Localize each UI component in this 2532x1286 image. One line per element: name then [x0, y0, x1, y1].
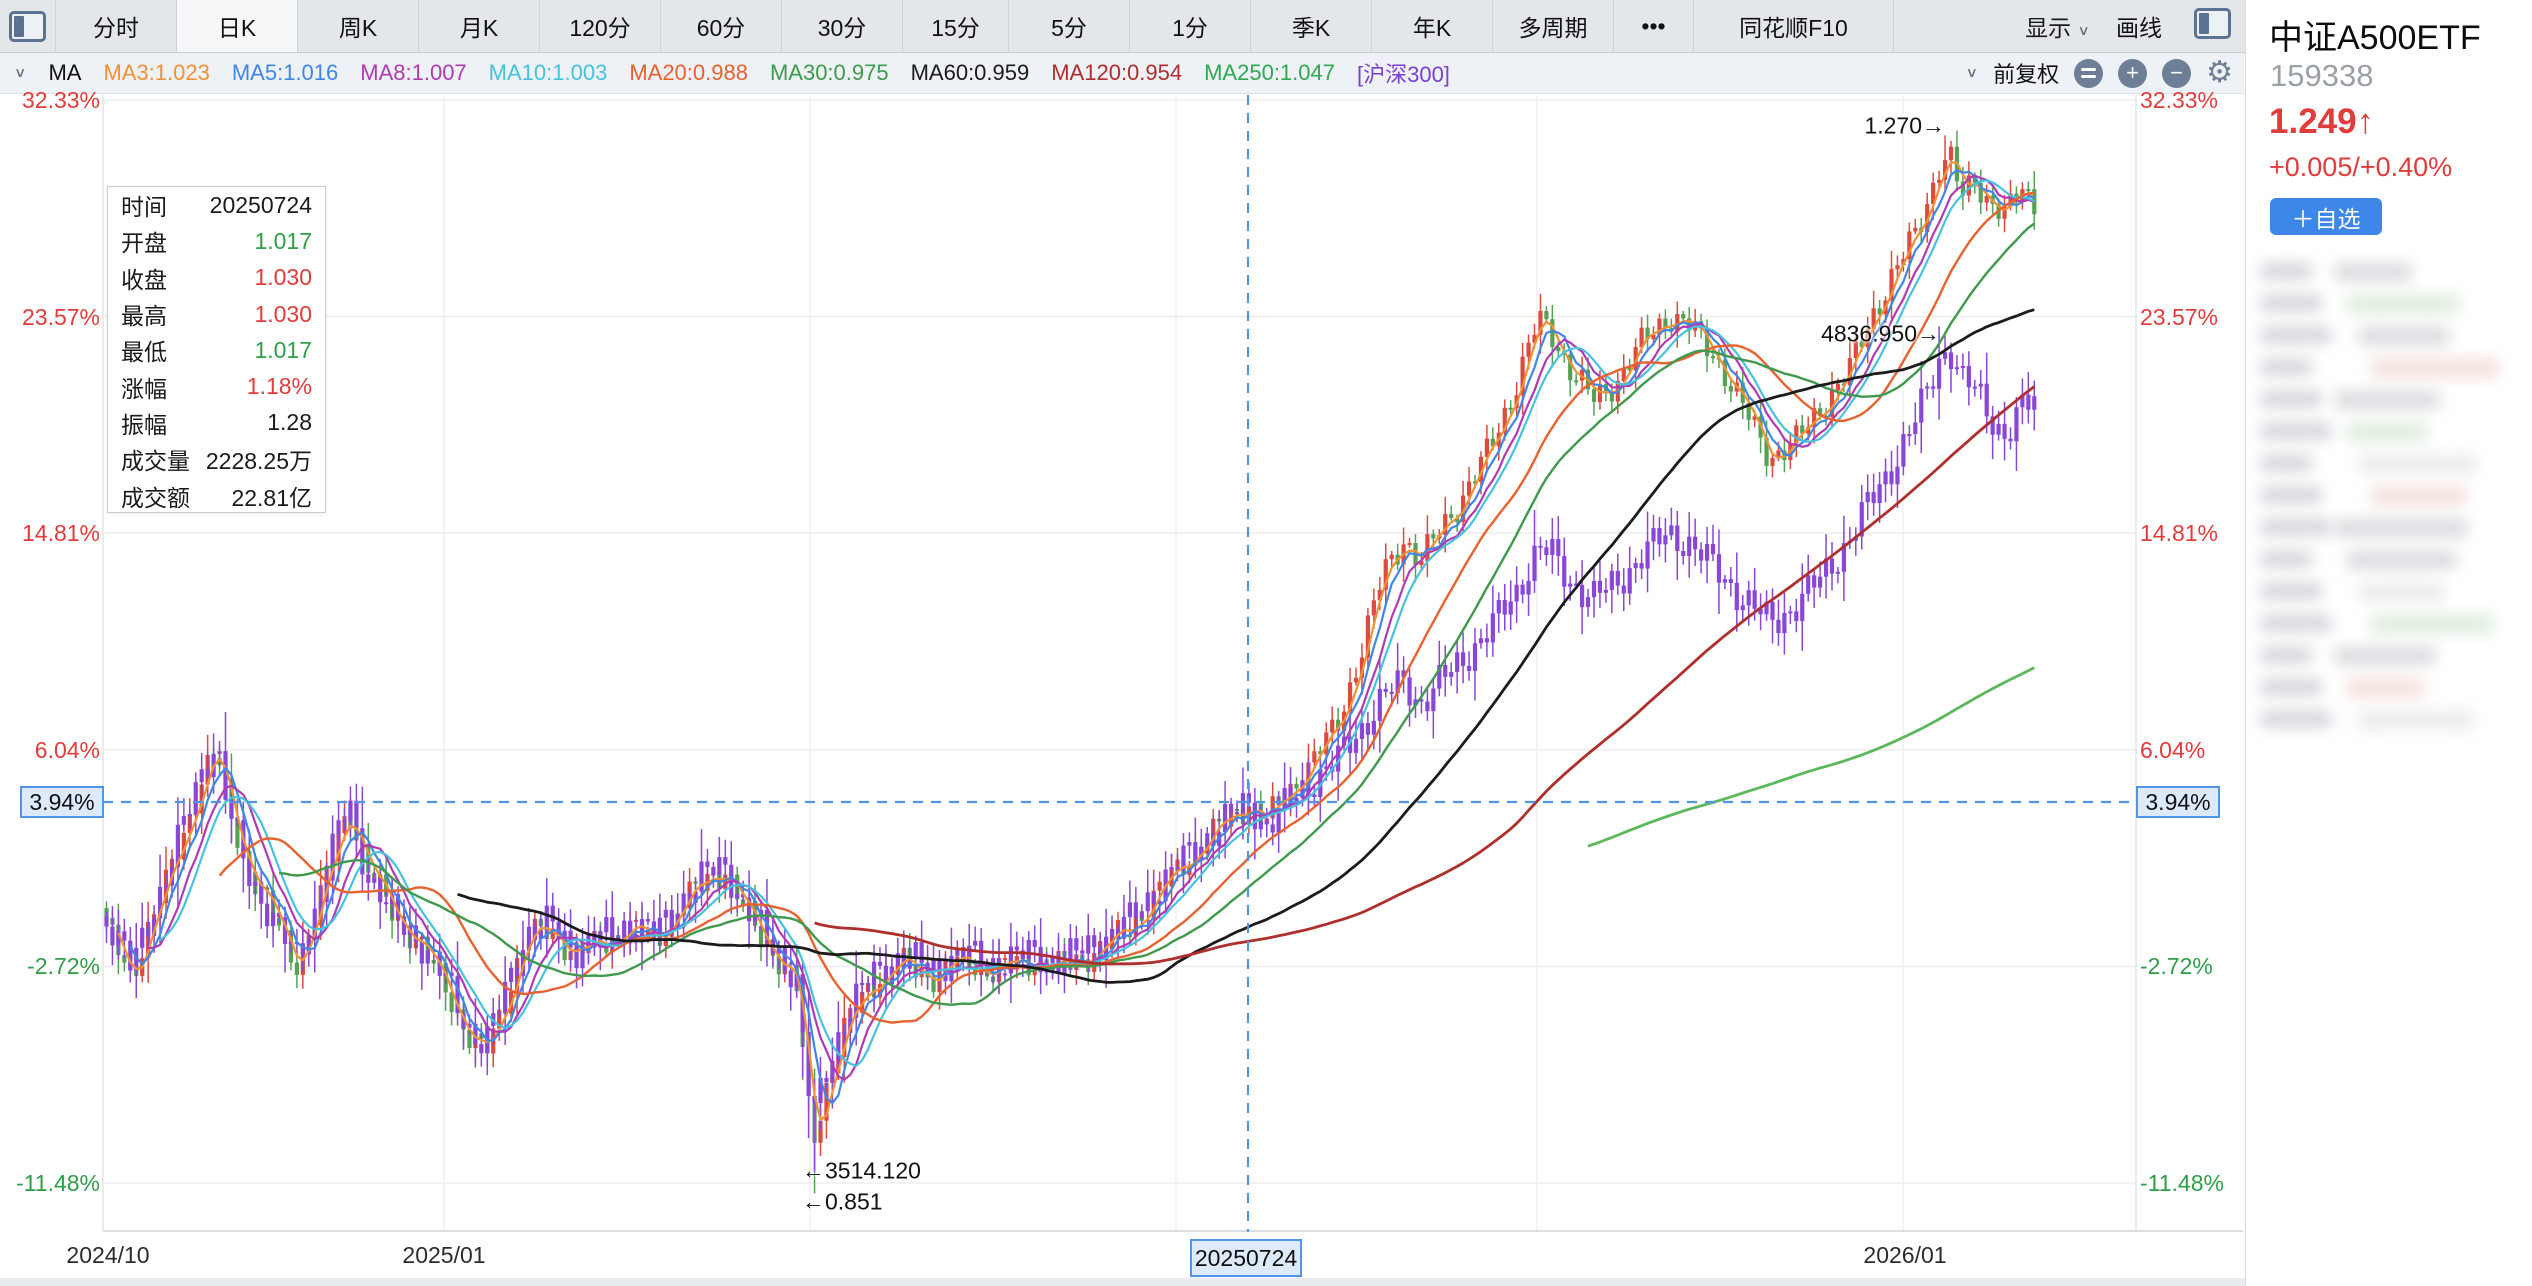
y-axis-label-right: 6.04%	[2140, 736, 2206, 763]
stock-name: 中证A500ETF	[2269, 19, 2481, 57]
chevron-down-icon: ∨	[2077, 23, 2090, 39]
last-price: 1.249↑	[2269, 102, 2375, 141]
y-axis-label-right: -2.72%	[2140, 953, 2213, 980]
ma-value-MA10: MA10:1.003	[488, 60, 608, 85]
ma250-line	[1587, 666, 2035, 848]
adjust-mode-label[interactable]: 前复权	[1993, 62, 2060, 87]
tab-年K[interactable]: 年K	[1372, 0, 1493, 52]
tooltip-row-最高: 最高 1.030	[121, 300, 312, 330]
period-toolbar: 分时 日K 周K 月K 120分 60分 30分 15分 5分 1分 季K 年K 多周期 ••• 同花顺F1…	[0, 0, 2245, 53]
price-change: +0.005/+0.40%	[2269, 152, 2453, 182]
y-axis-label-right: -11.48%	[2140, 1170, 2224, 1196]
price-annotation: 1.270→	[1864, 112, 1945, 139]
settings-gear-icon[interactable]: ⚙	[2206, 56, 2233, 89]
panel-layout-icon	[9, 10, 46, 42]
stock-code: 159338	[2270, 58, 2374, 93]
quote-panel: 中证A500ETF 159338 1.249↑ +0.005/+0.40% ＋自…	[2245, 0, 2532, 1286]
tooltip-row-振幅: 振幅 1.28	[121, 409, 312, 438]
tab-多周期[interactable]: 多周期	[1493, 0, 1614, 52]
y-axis-label-left: -11.48%	[16, 1170, 100, 1196]
bottom-edge-strip	[0, 1278, 2245, 1286]
ma10-line	[159, 179, 2035, 1067]
gridlines	[102, 95, 2243, 1232]
ma-lines	[117, 161, 2036, 1121]
toolbar-spacer	[1894, 0, 2025, 52]
sidebar-toggle-button[interactable]	[2194, 8, 2231, 44]
ma-value-MA250: MA250:1.047	[1204, 60, 1335, 85]
tooltip-row-收盘: 收盘 1.030	[121, 264, 312, 293]
tooltip-row-成交额: 成交额 22.81亿	[121, 484, 312, 511]
ma20-line	[218, 191, 2035, 1024]
kline-chart-area[interactable]: 32.33% 32.33% 23.57% 23.57% 14.81% 14.81% 6.04…	[0, 87, 2245, 1232]
x-axis-label: 2024/10	[66, 1242, 150, 1268]
crosshair-date-box: 20250724	[1190, 1239, 1302, 1277]
tab-月K[interactable]: 月K	[419, 0, 540, 52]
tab-周K[interactable]: 周K	[298, 0, 419, 52]
y-axis-label-right: 23.57%	[2140, 303, 2219, 330]
tab-•••[interactable]: •••	[1614, 0, 1694, 52]
candlestick-chart[interactable]	[0, 94, 2245, 1232]
ma120-line	[814, 385, 2036, 966]
display-menu[interactable]: 显示 ∨	[2025, 15, 2090, 41]
tooltip-row-开盘: 开盘 1.017	[121, 227, 312, 257]
ma-value-MA3: MA3:1.023	[103, 60, 210, 85]
etf-candles	[104, 130, 2037, 1194]
y-axis-label-right: 14.81%	[2140, 520, 2219, 547]
tab-1分[interactable]: 1分	[1130, 0, 1251, 52]
tab-15分[interactable]: 15分	[903, 0, 1009, 52]
kline-tooltip: 时间 20250724 开盘 1.017 收盘 1.030 最高 1.030 最低 1.017 涨幅…	[107, 186, 326, 513]
ma-group-label: MA	[48, 60, 82, 85]
price-annotation: ←3514.120	[802, 1157, 921, 1184]
ma-value-MA8: MA8:1.007	[360, 60, 467, 85]
tooltip-row-时间: 时间 20250724	[121, 191, 312, 221]
y-axis-label-left: 23.57%	[21, 303, 100, 330]
add-watchlist-button[interactable]: ＋自选	[2270, 198, 2382, 235]
overlay-index-tag: [沪深300]	[1356, 62, 1450, 87]
ma-collapse-chevron-icon[interactable]: ∨	[14, 65, 27, 81]
sidebar-toggle-icon	[2194, 8, 2231, 39]
ma-value-MA120: MA120:0.954	[1051, 60, 1183, 85]
zoom-in-icon[interactable]: +	[2118, 58, 2148, 88]
indicator-bar: ∨ MA MA3:1.023 MA5:1.016 MA8:1.007 MA10:1.0…	[0, 53, 2245, 94]
y-axis-label-left: -2.72%	[27, 953, 100, 980]
ma-value-MA30: MA30:0.975	[769, 60, 889, 85]
x-axis-label: 2026/01	[1863, 1242, 1947, 1268]
y-axis-label-left: 6.04%	[34, 736, 100, 763]
tab-日K[interactable]: 日K	[177, 0, 298, 52]
tab-60分[interactable]: 60分	[661, 0, 782, 52]
ma5-line	[129, 169, 2035, 1105]
price-annotation: ←0.851	[802, 1188, 883, 1215]
y-axis-label-right: 32.33%	[2140, 87, 2219, 113]
tab-5分[interactable]: 5分	[1009, 0, 1130, 52]
zoom-out-icon[interactable]: −	[2162, 58, 2192, 88]
tooltip-row-成交量: 成交量 2228.25万	[121, 448, 312, 475]
crosshair	[103, 95, 2136, 1232]
draw-line-button[interactable]: 画线	[2116, 15, 2162, 41]
tab-季K[interactable]: 季K	[1251, 0, 1372, 52]
x-axis: 2024/10 2025/01 2026/01 20250724	[0, 1232, 2245, 1278]
tab-30分[interactable]: 30分	[782, 0, 903, 52]
x-axis-label: 2025/01	[402, 1242, 486, 1268]
ma30-line	[279, 222, 2035, 1006]
tooltip-row-最低: 最低 1.017	[121, 336, 312, 366]
adjust-mode-chevron-icon[interactable]: ∨	[1965, 65, 1979, 81]
ma60-line	[457, 308, 2035, 984]
tab-120分[interactable]: 120分	[540, 0, 661, 52]
price-annotation: 4836.950→	[1821, 320, 1940, 347]
indicator-list-icon[interactable]	[2074, 58, 2104, 88]
y-axis-label-left: 32.33%	[21, 87, 100, 113]
y-axis-label-left: 14.81%	[21, 520, 100, 547]
crosshair-right-value: 3.94%	[2136, 786, 2220, 818]
ma-value-MA5: MA5:1.016	[231, 60, 339, 85]
ma-value-MA20: MA20:0.988	[629, 60, 748, 85]
window-layout-button[interactable]	[0, 0, 56, 52]
ma-value-MA60: MA60:0.959	[910, 60, 1030, 85]
crosshair-left-value: 3.94%	[20, 786, 104, 818]
tab-分时[interactable]: 分时	[56, 0, 177, 52]
tab-同花顺F10[interactable]: 同花顺F10	[1694, 0, 1894, 52]
ma8-line	[148, 174, 2035, 1081]
tooltip-row-涨幅: 涨幅 1.18%	[121, 373, 312, 402]
